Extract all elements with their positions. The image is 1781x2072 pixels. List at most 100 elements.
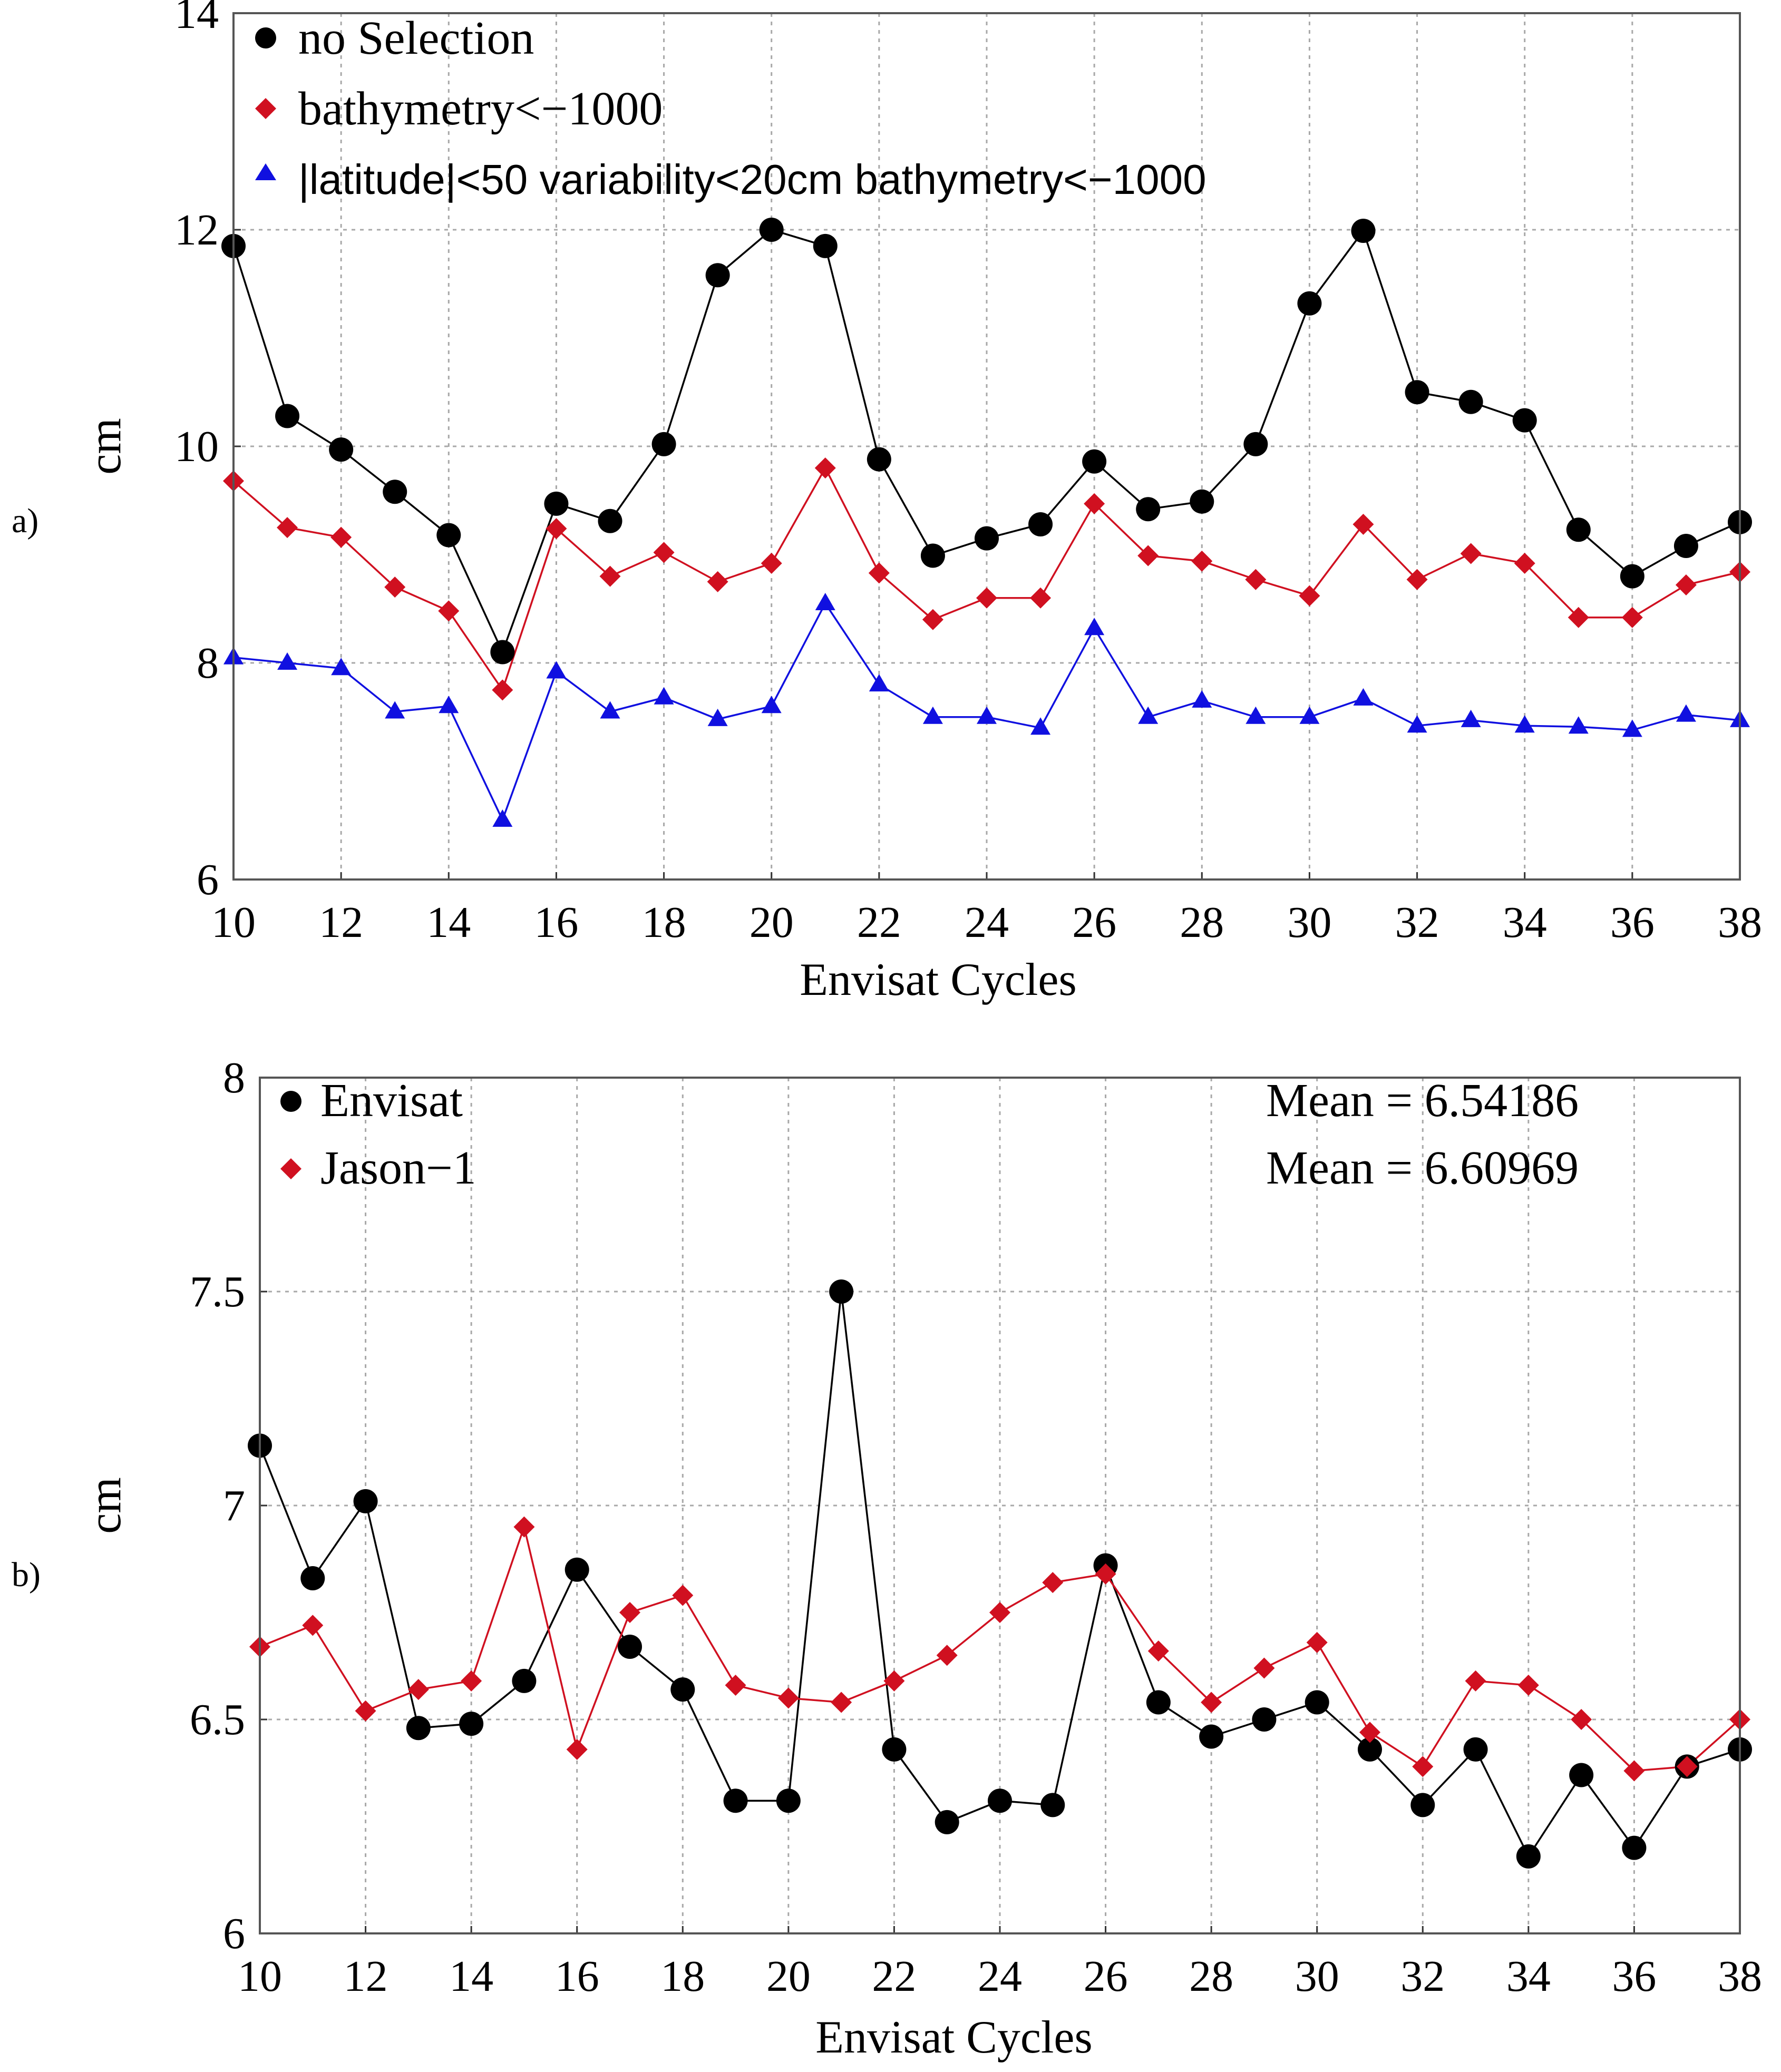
x-tick-label: 36 [1612,1952,1656,2001]
chart-b-legend: Envisat Jason−1 Mean = 6.54186 Mean = 6.… [280,1074,1579,1194]
data-point-circle [1243,432,1268,456]
data-point-triangle [1461,709,1481,727]
data-point-triangle [1676,704,1696,722]
data-point-diamond [1514,552,1535,574]
x-tick-label: 32 [1400,1952,1445,2001]
data-point-diamond [936,1645,958,1666]
data-point-triangle [600,701,620,719]
data-point-circle [670,1677,695,1702]
data-point-triangle [1568,716,1589,734]
chart-b-ticks: 10 12 14 16 18 20 22 24 26 28 30 32 34 36 38 6 6.5 7 7.5 8 [190,1053,1762,2001]
data-point-circle [935,1810,959,1834]
data-point-triangle [869,674,889,692]
data-point-diamond [725,1675,746,1696]
y-tick-label: 10 [174,422,219,471]
data-point-triangle [761,696,782,714]
chart-a: 10 12 14 16 18 20 22 24 26 28 30 32 34 36 38 6 8 10 12 14 E… [80,0,1762,1005]
data-point-circle [975,526,999,551]
data-point-diamond [883,1670,905,1692]
data-point-diamond [384,576,406,598]
data-point-circle [618,1634,642,1659]
x-tick-label: 24 [978,1952,1022,2001]
y-tick-label: 8 [223,1053,245,1102]
x-tick-label: 34 [1506,1952,1551,2001]
data-point-diamond [777,1687,799,1709]
data-point-triangle [385,701,405,719]
y-tick-label: 7 [223,1481,245,1530]
data-point-diamond [1042,1572,1064,1594]
data-point-triangle [1245,706,1266,724]
data-point-diamond [1568,607,1589,628]
chart-a-legend: no Selection bathymetry<−1000 |latitude|… [255,12,1206,203]
data-point-circle [353,1489,378,1513]
y-tick-label: 14 [174,0,219,38]
data-point-circle [882,1737,907,1762]
series-line-1 [259,1523,1741,1772]
data-point-triangle [977,706,997,724]
data-point-circle [1199,1724,1224,1749]
data-point-circle [1252,1707,1277,1732]
data-point-triangle [1299,706,1320,724]
y-tick-label: 6.5 [190,1695,245,1744]
data-point-circle [1622,1835,1647,1860]
x-tick-label: 14 [426,898,471,947]
data-point-diamond [868,562,890,584]
data-point-diamond [922,609,943,630]
y-tick-label: 12 [174,206,219,255]
data-point-diamond [546,518,567,540]
data-point-circle [1028,512,1053,536]
data-point-diamond [1084,493,1105,514]
x-tick-label: 14 [449,1952,493,2001]
data-point-circle [813,233,838,258]
y-tick-label: 7.5 [190,1267,245,1316]
data-point-triangle [1353,688,1374,706]
data-point-diamond [438,600,460,622]
legend-label-no-selection: no Selection [298,12,534,64]
x-tick-label: 12 [344,1952,388,2001]
data-point-circle [1082,449,1107,474]
x-tick-label: 22 [872,1952,916,2001]
data-point-triangle [546,661,567,679]
x-tick-label: 28 [1189,1952,1233,2001]
legend-label-latitude-selection: |latitude|<50 variability<20cm bathymetr… [298,156,1206,203]
data-point-circle [1569,1763,1594,1787]
data-point-diamond [1460,543,1482,564]
data-point-diamond [1676,1756,1698,1777]
legend-label-jason: Jason−1 [320,1142,476,1194]
data-point-diamond [1675,574,1697,596]
x-tick-label: 12 [319,898,363,947]
x-tick-label: 24 [965,898,1009,947]
data-point-diamond [1517,1675,1539,1696]
data-point-circle [329,437,354,462]
data-point-diamond [1137,545,1159,566]
chart-a-series [221,218,1752,827]
data-point-diamond [277,517,298,539]
data-point-triangle [654,687,674,705]
data-point-circle [598,509,622,533]
data-point-diamond [1621,607,1643,628]
data-point-circle [723,1788,748,1813]
legend-marker-triangle [255,163,276,180]
x-tick-label: 18 [660,1952,705,2001]
x-tick-label: 10 [211,898,256,947]
data-point-diamond [1245,569,1267,590]
data-point-diamond [1253,1657,1275,1679]
chart-b: 10 12 14 16 18 20 22 24 26 28 30 32 34 36 3866.577.58 … [80,1053,1762,2063]
data-point-diamond [1095,1563,1116,1585]
data-point-triangle [277,652,298,670]
mean-annotation-envisat: Mean = 6.54186 [1266,1074,1579,1127]
data-point-diamond [707,571,728,592]
data-point-diamond [1406,569,1428,590]
data-point-diamond [1465,1670,1486,1692]
x-tick-label: 28 [1180,898,1224,947]
x-tick-label: 10 [238,1952,282,2001]
chart-b-ylabel: cm [80,1477,131,1534]
data-point-diamond [1299,585,1320,607]
x-tick-label: 32 [1395,898,1439,947]
data-point-circle [1673,534,1698,559]
data-point-triangle [1084,618,1105,636]
data-point-circle [988,1788,1012,1813]
data-point-diamond [989,1602,1010,1623]
data-point-diamond [653,542,675,563]
data-point-circle [1458,389,1483,414]
